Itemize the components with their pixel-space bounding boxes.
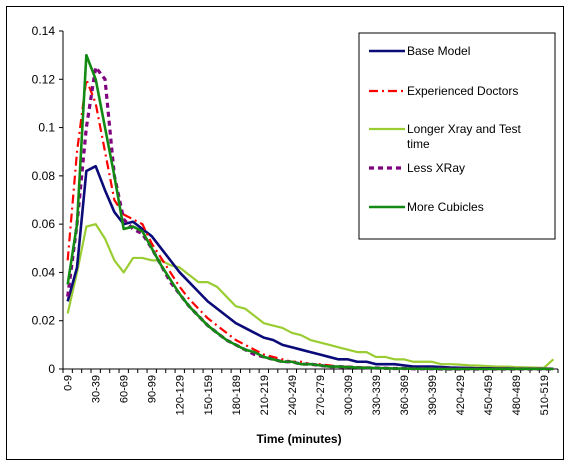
legend-label-more-cubicles: More Cubicles: [407, 200, 484, 214]
legend-label-less-xray: Less XRay: [407, 161, 465, 175]
legend-label-base-model: Base Model: [407, 44, 470, 58]
y-tick-label: 0.06: [32, 217, 56, 231]
y-tick-label: 0: [48, 362, 55, 376]
legend: Base Model Experienced Doctors Longer Xray…: [358, 32, 556, 240]
x-tick-label: 390-399: [427, 375, 439, 415]
x-tick-label: 120-129: [175, 375, 187, 415]
y-axis: 0 0.02 0.04 0.06 0.08 0.1 0.12 0.14: [32, 24, 64, 376]
x-tick-label: 0-9: [63, 375, 75, 391]
series-layer: [66, 53, 555, 371]
y-tick-label: 0.1: [38, 121, 55, 135]
x-tick-label: 150-159: [203, 375, 215, 415]
x-tick-label: 300-309: [343, 375, 355, 415]
x-axis-title: Time (minutes): [256, 432, 341, 446]
y-tick-label: 0.08: [32, 169, 56, 183]
x-tick-label: 30-39: [91, 375, 103, 403]
legend-box: [358, 32, 556, 240]
series-line-more-cubicles: [66, 53, 554, 371]
x-tick-label: 90-99: [147, 375, 159, 403]
y-tick-label: 0.14: [32, 24, 56, 38]
x-tick-label: 270-279: [315, 375, 327, 415]
line-chart: 0 0.02 0.04 0.06 0.08 0.1 0.12 0.14 0-9 30-39 60-…: [32, 24, 559, 446]
x-tick-label: 510-519: [539, 375, 551, 415]
x-tick-label: 360-369: [399, 375, 411, 415]
legend-label-longer-xray-and-test-time: time: [407, 137, 430, 151]
x-tick-label: 480-489: [511, 375, 523, 415]
x-axis: 0-9 30-39 60-69 90-99 120-129 150-159 180-189 2…: [62, 368, 559, 415]
x-tick-label: 60-69: [119, 375, 131, 403]
chart-frame: 0 0.02 0.04 0.06 0.08 0.1 0.12 0.14 0-9 30-39 60-…: [6, 6, 564, 460]
legend-label-longer-xray-and-test-time: Longer Xray and Test: [407, 122, 522, 136]
series-line-longer-xray-and-test-time: [66, 223, 555, 369]
x-tick-label: 450-459: [483, 375, 495, 415]
x-tick-label: 330-339: [371, 375, 383, 415]
y-tick-label: 0.04: [32, 265, 56, 279]
x-tick-label: 210-219: [259, 375, 271, 415]
x-tick-label: 420-429: [455, 375, 467, 415]
x-tick-label: 180-189: [231, 375, 243, 415]
y-tick-label: 0.02: [32, 314, 56, 328]
y-tick-label: 0.12: [32, 72, 56, 86]
legend-label-experienced-doctors: Experienced Doctors: [407, 84, 518, 98]
x-tick-label: 240-249: [287, 375, 299, 415]
